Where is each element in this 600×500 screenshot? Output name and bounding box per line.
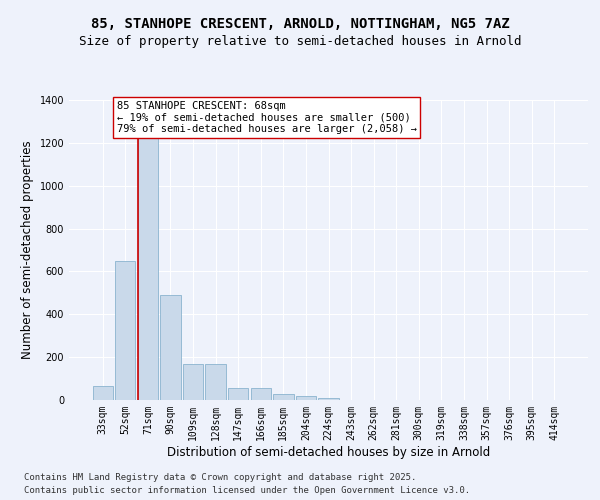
Bar [251, 388, 271, 400]
Bar [228, 388, 248, 400]
Text: 85 STANHOPE CRESCENT: 68sqm
← 19% of semi-detached houses are smaller (500)
79% : 85 STANHOPE CRESCENT: 68sqm ← 19% of sem… [117, 101, 417, 134]
Bar [138, 128, 158, 400]
Bar [183, 364, 203, 400]
Text: Contains public sector information licensed under the Open Government Licence v3: Contains public sector information licen… [24, 486, 470, 495]
Bar [273, 394, 293, 400]
Bar [160, 295, 181, 400]
Text: 85, STANHOPE CRESCENT, ARNOLD, NOTTINGHAM, NG5 7AZ: 85, STANHOPE CRESCENT, ARNOLD, NOTTINGHA… [91, 18, 509, 32]
Text: Contains HM Land Registry data © Crown copyright and database right 2025.: Contains HM Land Registry data © Crown c… [24, 472, 416, 482]
X-axis label: Distribution of semi-detached houses by size in Arnold: Distribution of semi-detached houses by … [167, 446, 490, 458]
Bar [319, 398, 338, 400]
Y-axis label: Number of semi-detached properties: Number of semi-detached properties [21, 140, 34, 360]
Bar [205, 364, 226, 400]
Bar [296, 396, 316, 400]
Text: Size of property relative to semi-detached houses in Arnold: Size of property relative to semi-detach… [79, 35, 521, 48]
Bar [115, 260, 136, 400]
Bar [92, 386, 113, 400]
